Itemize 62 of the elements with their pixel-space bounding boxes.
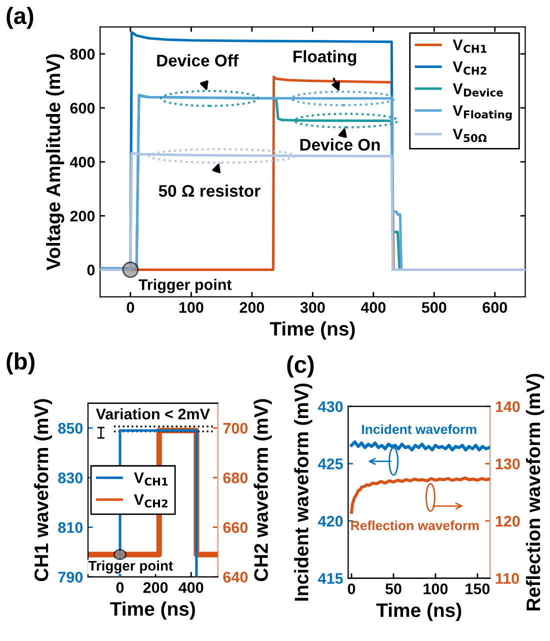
y-tick-label: 420 [318,516,343,527]
x-tick-label: 150 [466,583,490,594]
annotation: Trigger point [138,278,232,294]
annotation: Device Off [157,54,239,66]
x-tick-label: 500 [422,302,446,313]
x-tick-label: 50 [385,583,402,594]
legend-label: Reflection waveform [351,520,479,530]
y2-tick-label: 110 [496,573,519,584]
y2-tick-label: 140 [496,401,520,412]
y-axis-title: Incident waveform (mV) [294,384,312,601]
y-tick-label: 0 [87,264,95,276]
x-tick-label: 300 [300,302,325,313]
legend-label: V$_{50Ω}$ [452,128,487,142]
x-tick-label: 0 [126,302,134,313]
chart-title: (a) [6,6,34,29]
x-tick-label: 200 [240,302,264,313]
legend-label: V$_{CH2}$ [452,62,486,75]
y2-axis-title: Reflection waveform (mV) [526,374,544,610]
x-tick-label: 400 [178,582,204,593]
x-tick-label: 400 [360,302,386,313]
y-tick-label: 200 [70,210,95,222]
y-tick-label: 400 [70,156,95,168]
y-axis-title: CH1 waveform (mV) [34,399,52,582]
y-tick-label: 790 [58,572,83,583]
x-axis-title: Time (ns) [270,321,355,340]
y-axis-title: Voltage Amplitude (mV) [46,54,64,270]
y2-tick-label: 660 [223,522,248,533]
y2-tick-label: 130 [496,458,520,470]
x-tick-label: 0 [348,583,356,594]
y2-axis-title: CH2 waveform (mV) [254,399,272,582]
y-tick-label: 850 [58,422,83,434]
annotation: Variation < 2mV [96,408,210,420]
annotation: Trigger point [88,560,173,574]
y2-tick-label: 680 [223,472,248,484]
y-tick-label: 600 [70,102,95,114]
x-tick-label: 600 [482,302,507,313]
legend-label: V$_{CH1}$ [452,40,487,53]
y2-tick-label: 120 [496,516,520,527]
annotation: Floating [294,50,356,66]
y2-tick-label: 700 [223,422,248,434]
legend-label: V$_{Floating}$ [452,105,512,121]
annotation: Device On [300,138,380,151]
y-tick-label: 800 [70,48,95,60]
annotation: 50 Ω resistor [158,184,260,197]
y2-tick-label: 640 [223,572,248,583]
x-tick-label: 200 [143,582,168,593]
x-axis-title: Time (ns) [376,602,462,621]
legend-label: V$_{Device}$ [452,83,503,97]
legend-label: V$_{CH1}$ [134,472,168,486]
y-tick-label: 415 [318,573,343,584]
x-axis-title: Time (ns) [110,602,195,620]
x-tick-label: 0 [116,582,124,593]
series-label: Incident waveform [362,424,476,434]
y-tick-label: 830 [58,472,83,484]
y-tick-label: 425 [318,458,343,470]
chart-title: (b) [6,352,34,374]
x-tick-label: 100 [424,583,448,594]
legend-label: V$_{CH2}$ [134,494,168,508]
x-tick-label: 100 [179,302,204,313]
y-tick-label: 810 [58,522,83,533]
chart-title: (c) [287,356,314,378]
y-tick-label: 430 [318,401,343,412]
